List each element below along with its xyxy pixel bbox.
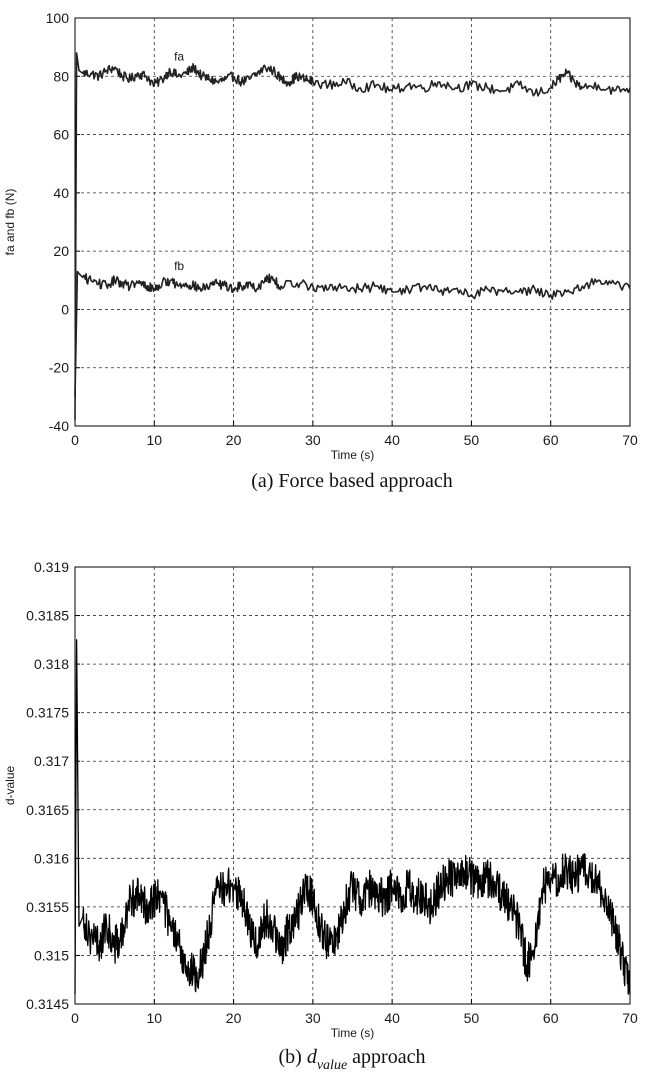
caption-variable: d: [307, 1046, 318, 1068]
x-tick-label: 20: [226, 1010, 242, 1026]
y-tick-label: 20: [53, 243, 69, 259]
y-tick-label: 60: [53, 127, 69, 143]
chart-caption: (a) Force based approach: [251, 470, 453, 492]
y-tick-label: 0.3175: [26, 705, 69, 721]
x-tick-label: 0: [71, 1010, 79, 1026]
series-label-fa: fa: [174, 49, 184, 63]
y-tick-label: 0.3185: [26, 608, 69, 624]
y-tick-label: -40: [49, 418, 69, 434]
x-tick-label: 10: [146, 1010, 162, 1026]
y-axis-label: d-value: [3, 765, 17, 805]
x-tick-label: 10: [146, 432, 162, 448]
x-tick-labels: 0 10 20 30 40 50 60 70: [71, 432, 638, 448]
grid-lines: [74, 17, 631, 427]
y-tick-label: 0.3145: [26, 996, 69, 1012]
chart-d-value: 0 10 20 30 40 50 60 70 0.3190.31850.3180.31750.…: [3, 559, 638, 1073]
series-lines: [74, 52, 631, 421]
y-tick-label: 0.315: [34, 947, 69, 963]
y-tick-label: 0.316: [34, 850, 69, 866]
x-tick-label: 70: [622, 432, 638, 448]
y-tick-label: 0.3155: [26, 899, 69, 915]
plot-frame: [74, 566, 631, 1005]
x-tick-label: 40: [384, 1010, 400, 1026]
y-tick-labels: 100 80 60 40 20 0 -20 -40: [46, 10, 70, 434]
x-tick-label: 50: [464, 1010, 480, 1026]
plot-frame: [74, 17, 631, 427]
x-tick-label: 20: [226, 432, 242, 448]
series-line: [74, 639, 631, 995]
x-tick-label: 0: [71, 432, 79, 448]
x-tick-label: 30: [305, 1010, 321, 1026]
grid-lines: [74, 566, 631, 1005]
series-line-fb: [74, 270, 631, 397]
x-tick-labels: 0 10 20 30 40 50 60 70: [71, 1010, 638, 1026]
caption-suffix: approach: [347, 1046, 425, 1068]
x-axis-label: Time (s): [331, 1026, 375, 1040]
y-tick-label: 40: [53, 185, 69, 201]
y-tick-label: 80: [53, 68, 69, 84]
caption-prefix: (b): [279, 1046, 307, 1068]
x-tick-label: 60: [543, 1010, 559, 1026]
y-tick-label: 0.317: [34, 753, 69, 769]
x-tick-label: 30: [305, 432, 321, 448]
caption-subscript: value: [317, 1058, 347, 1073]
y-tick-label: 100: [46, 10, 70, 26]
series-label-fb: fb: [174, 259, 184, 273]
series-lines: [74, 639, 631, 995]
y-axis-label: fa and fb (N): [3, 189, 17, 256]
y-tick-label: 0.3165: [26, 802, 69, 818]
x-tick-label: 40: [384, 432, 400, 448]
chart-force-based: 0 10 20 30 40 50 60 70 100 80 60 40 20 0 -20 -40 Time …: [3, 10, 638, 492]
y-tick-labels: 0.319 0.3185 0.318 0.3175 0.317 0.3165 0.316 0.…: [26, 559, 69, 1012]
x-tick-label: 60: [543, 432, 559, 448]
chart-caption: (b) dvalue approach: [279, 1046, 426, 1073]
x-tick-label: 70: [622, 1010, 638, 1026]
y-tick-label: 0.319: [34, 559, 69, 575]
x-tick-label: 50: [464, 432, 480, 448]
x-axis-label: Time (s): [331, 448, 375, 462]
y-tick-label: 0.318: [34, 656, 69, 672]
y-tick-label: -20: [49, 360, 69, 376]
series-line-fa: [74, 52, 631, 421]
y-tick-label: 0: [61, 301, 69, 317]
